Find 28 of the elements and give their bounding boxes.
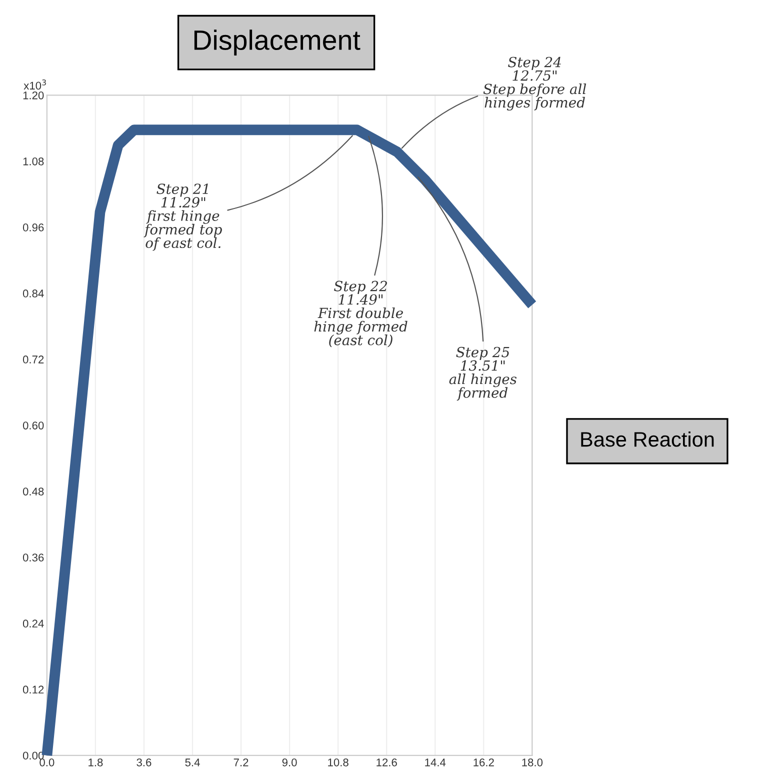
annotation: Step 21 11.29" first hinge formed top of east col. [144, 184, 222, 251]
y-tick-label: 0.84 [22, 290, 44, 298]
x-tick-label: 9.0 [282, 758, 297, 766]
text: x10$^{3}$ [24, 79, 46, 90]
annotation: Step 24 12.75" Step before all hinges formed [483, 56, 586, 111]
x-tick-label: 0.0 [40, 758, 54, 766]
y-tick-label: 1.08 [23, 157, 44, 166]
y-tick-label: 0.12 [22, 686, 44, 694]
y-axis-title: Base Reaction [581, 431, 714, 447]
x-axis-title: Displacement [194, 30, 360, 56]
x-tick-label: 10.8 [328, 758, 348, 766]
annotation: Step 25 13.51" all hinges formed [449, 346, 517, 401]
annotation: Step 22 11.49" First double hinge formed (east col) [314, 280, 408, 348]
y-tick-label: 0.72 [22, 356, 44, 364]
x-tick-label: 1.8 [88, 758, 103, 766]
x-tick-label: 3.6 [136, 758, 152, 766]
x-tick-label: 14.4 [425, 758, 446, 766]
x-tick-label: 7.2 [234, 758, 248, 766]
y-tick-label: 0.60 [22, 422, 44, 430]
x-tick-label: 16.2 [474, 758, 494, 766]
x-tick-label: 12.6 [376, 758, 397, 766]
y-tick-label: 0.96 [22, 224, 44, 232]
y-tick-label: 0.36 [22, 554, 44, 562]
x-tick-label: 5.4 [185, 758, 200, 766]
y-tick-label: 0.48 [22, 488, 44, 496]
x-tick-label: 18.0 [522, 758, 543, 766]
y-tick-label: 0.24 [22, 620, 44, 628]
y-tick-label: 1.20 [23, 91, 44, 100]
